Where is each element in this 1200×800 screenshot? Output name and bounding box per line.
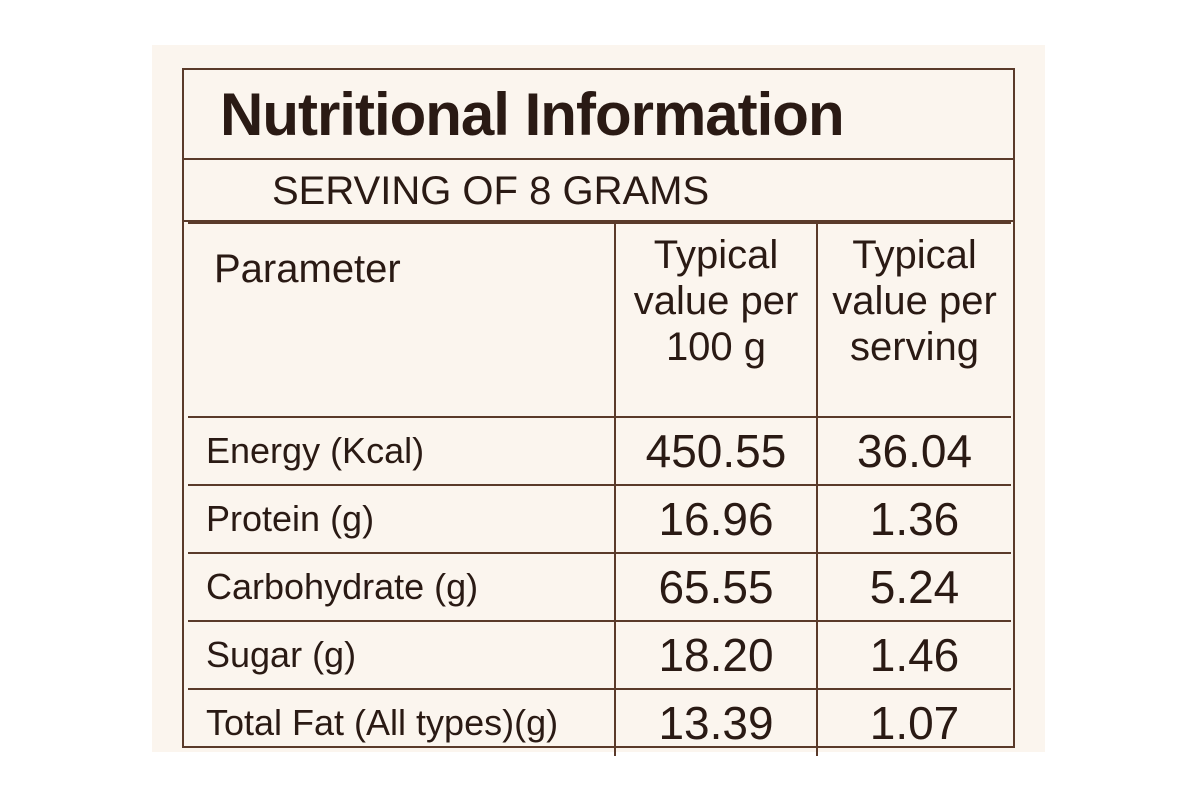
nutrition-table: Parameter Typical value per 100 g Typical … [188,222,1011,756]
value-cell: 1.46 [816,620,1011,690]
column-header: Typical value per serving [816,222,1011,417]
value-cell: 5.24 [816,552,1011,622]
value-cell: 36.04 [816,416,1011,486]
value-cell: 13.39 [614,688,818,756]
title: Nutritional Information [184,70,1013,160]
table-body: Energy (Kcal) 450.55 36.04 Protein (g) 16.96… [188,416,1011,756]
parameter-cell: Sugar (g) [188,620,616,690]
table-row: Protein (g) 16.96 1.36 [188,484,1011,554]
table-row: Energy (Kcal) 450.55 36.04 [188,416,1011,486]
column-header: Typical value per 100 g [614,222,818,417]
value-cell: 65.55 [614,552,818,622]
table-head: Parameter Typical value per 100 g Typical … [188,222,1011,417]
table-row: Sugar (g) 18.20 1.46 [188,620,1011,690]
value-cell: 1.07 [816,688,1011,756]
parameter-cell: Carbohydrate (g) [188,552,616,622]
parameter-cell: Energy (Kcal) [188,416,616,486]
parameter-cell: Protein (g) [188,484,616,554]
table-row: Carbohydrate (g) 65.55 5.24 [188,552,1011,622]
value-cell: 1.36 [816,484,1011,554]
header-row: Parameter Typical value per 100 g Typical … [188,222,1011,417]
column-header: Parameter [188,222,616,417]
value-cell: 450.55 [614,416,818,486]
parameter-cell: Total Fat (All types)(g) [188,688,616,756]
value-cell: 18.20 [614,620,818,690]
table-row: Total Fat (All types)(g) 13.39 1.07 [188,688,1011,756]
value-cell: 16.96 [614,484,818,554]
nutrition-frame: Nutritional Information SERVING OF 8 GRA… [182,68,1015,756]
subtitle: SERVING OF 8 GRAMS [184,160,1013,222]
